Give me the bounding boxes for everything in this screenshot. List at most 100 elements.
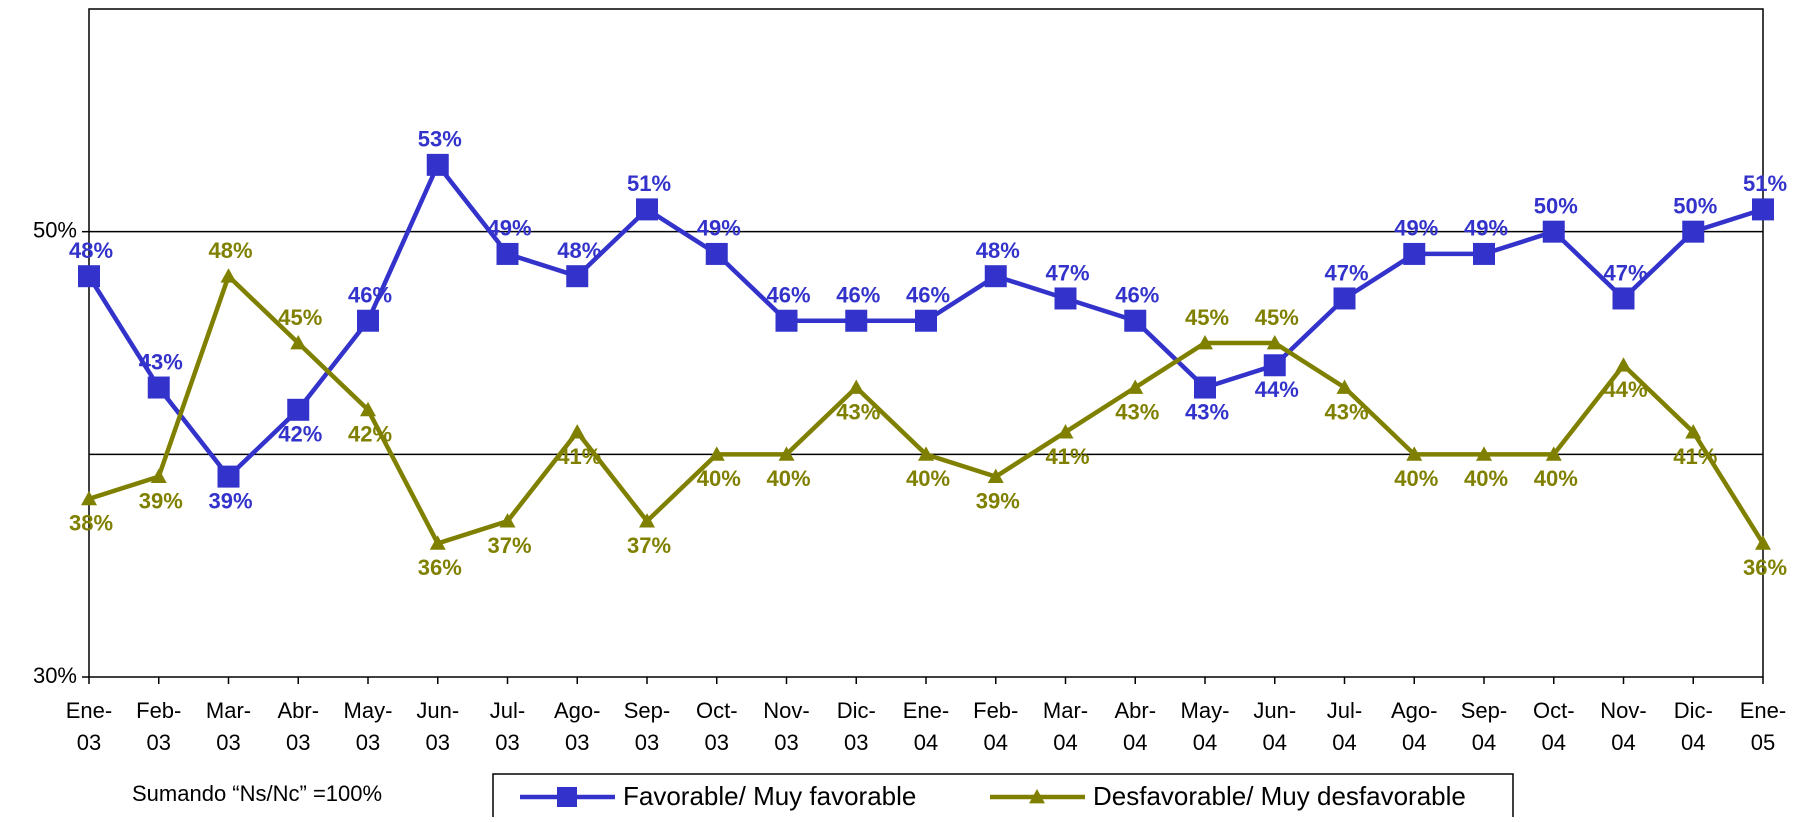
x-tick-label: Dic- 03	[837, 698, 876, 755]
value-label: 39%	[208, 488, 252, 513]
x-tick-label: Jul- 04	[1327, 698, 1362, 755]
legend-marker	[1029, 789, 1045, 804]
value-label: 46%	[348, 283, 392, 308]
point	[984, 265, 1007, 288]
x-tick-label-line: 04	[984, 730, 1008, 755]
point	[569, 424, 586, 439]
point	[1263, 354, 1286, 377]
value-label: 48%	[208, 238, 252, 263]
value-label: 40%	[1394, 466, 1438, 491]
value-label: 53%	[418, 127, 462, 152]
x-tick-label-line: 03	[565, 730, 589, 755]
x-tick-label: Sep- 04	[1461, 698, 1507, 755]
x-tick-label: Feb- 03	[136, 698, 181, 755]
x-tick-label-line: Nov-	[763, 698, 809, 723]
x-tick-label-line: 04	[1193, 730, 1217, 755]
x-tick-label-line: 03	[844, 730, 868, 755]
x-tick-label: Oct- 04	[1533, 698, 1575, 755]
y-tick-label: 50%	[33, 217, 77, 242]
value-label: 40%	[697, 466, 741, 491]
point	[566, 265, 589, 288]
x-tick-label-line: Abr-	[277, 698, 319, 723]
value-label: 36%	[1743, 555, 1787, 580]
x-tick-label-line: 04	[1053, 730, 1077, 755]
x-tick-label-line: Ene-	[66, 698, 112, 723]
value-label: 41%	[1673, 444, 1717, 469]
value-label: 44%	[1255, 377, 1299, 402]
value-label: 40%	[906, 466, 950, 491]
point	[705, 242, 728, 265]
value-label: 40%	[1464, 466, 1508, 491]
point	[360, 401, 376, 417]
value-label: 45%	[278, 305, 322, 330]
point	[426, 153, 449, 176]
x-tick-label-line: Ene-	[1740, 698, 1786, 723]
point	[1682, 220, 1705, 243]
x-tick-label-line: 04	[1472, 730, 1496, 755]
x-tick-label: May- 03	[344, 698, 393, 755]
point	[1266, 335, 1283, 350]
x-tick-label: Ago- 04	[1391, 698, 1437, 755]
x-tick-label-line: Ene-	[903, 698, 949, 723]
x-tick-label-line: Mar-	[1043, 698, 1088, 723]
value-label: 46%	[1115, 283, 1159, 308]
x-tick-label-line: Dic-	[1674, 698, 1713, 723]
point	[1336, 379, 1353, 394]
value-label: 43%	[836, 399, 880, 424]
point	[639, 513, 655, 528]
value-label: 43%	[139, 349, 183, 374]
x-tick-label-line: Sep-	[1461, 698, 1507, 723]
value-label: 38%	[69, 511, 113, 536]
x-tick-label-line: Dic-	[837, 698, 876, 723]
x-tick-label: Feb- 04	[973, 698, 1018, 755]
point	[987, 468, 1004, 483]
legend-label: Desfavorable/ Muy desfavorable	[1093, 781, 1466, 811]
x-tick-label: Ene- 04	[903, 698, 949, 755]
point	[429, 535, 446, 550]
value-label: 37%	[627, 533, 671, 558]
x-tick-label: Ene- 05	[1740, 698, 1786, 755]
point	[636, 198, 658, 221]
value-label: 48%	[976, 238, 1020, 263]
x-tick-label-line: 04	[1542, 730, 1566, 755]
point	[848, 379, 865, 394]
x-tick-label: Ene- 03	[66, 698, 112, 755]
x-tick-label-line: 03	[216, 730, 240, 755]
x-tick-label: Ago- 03	[554, 698, 600, 755]
x-tick-label-line: Ago-	[1391, 698, 1437, 723]
point	[778, 446, 795, 461]
x-tick-label-line: 04	[1681, 730, 1705, 755]
x-tick-label-line: 03	[147, 730, 171, 755]
x-tick-label-line: 03	[635, 730, 659, 755]
value-label: 46%	[766, 283, 810, 308]
x-tick-label-line: 03	[774, 730, 798, 755]
x-tick-label: Nov- 03	[763, 698, 809, 755]
x-tick-label-line: 05	[1751, 730, 1775, 755]
point	[81, 490, 97, 506]
x-tick-label: Abr- 04	[1114, 698, 1156, 755]
x-tick-label-line: Oct-	[696, 698, 738, 723]
x-tick-label: Nov- 04	[1600, 698, 1646, 755]
point	[1612, 287, 1635, 310]
point	[147, 376, 170, 399]
x-tick-label: Mar- 04	[1043, 698, 1088, 755]
x-tick-label-line: Ago-	[554, 698, 600, 723]
x-tick-label-line: Jul-	[490, 698, 525, 723]
value-label: 48%	[557, 238, 601, 263]
x-tick-label: Sep- 03	[624, 698, 670, 755]
point	[1545, 446, 1562, 461]
plot-frame	[88, 8, 1764, 678]
point	[287, 398, 310, 421]
point	[1194, 376, 1216, 399]
point	[1406, 446, 1423, 461]
point	[1127, 379, 1144, 394]
x-tick-label: Jun- 04	[1253, 698, 1296, 755]
x-tick-label-line: Nov-	[1600, 698, 1646, 723]
point	[1685, 424, 1702, 439]
point	[1476, 446, 1492, 461]
x-tick-label-line: 04	[1402, 730, 1426, 755]
point	[1403, 242, 1426, 265]
value-label: 42%	[278, 422, 322, 447]
point	[220, 268, 237, 283]
point	[357, 309, 379, 332]
